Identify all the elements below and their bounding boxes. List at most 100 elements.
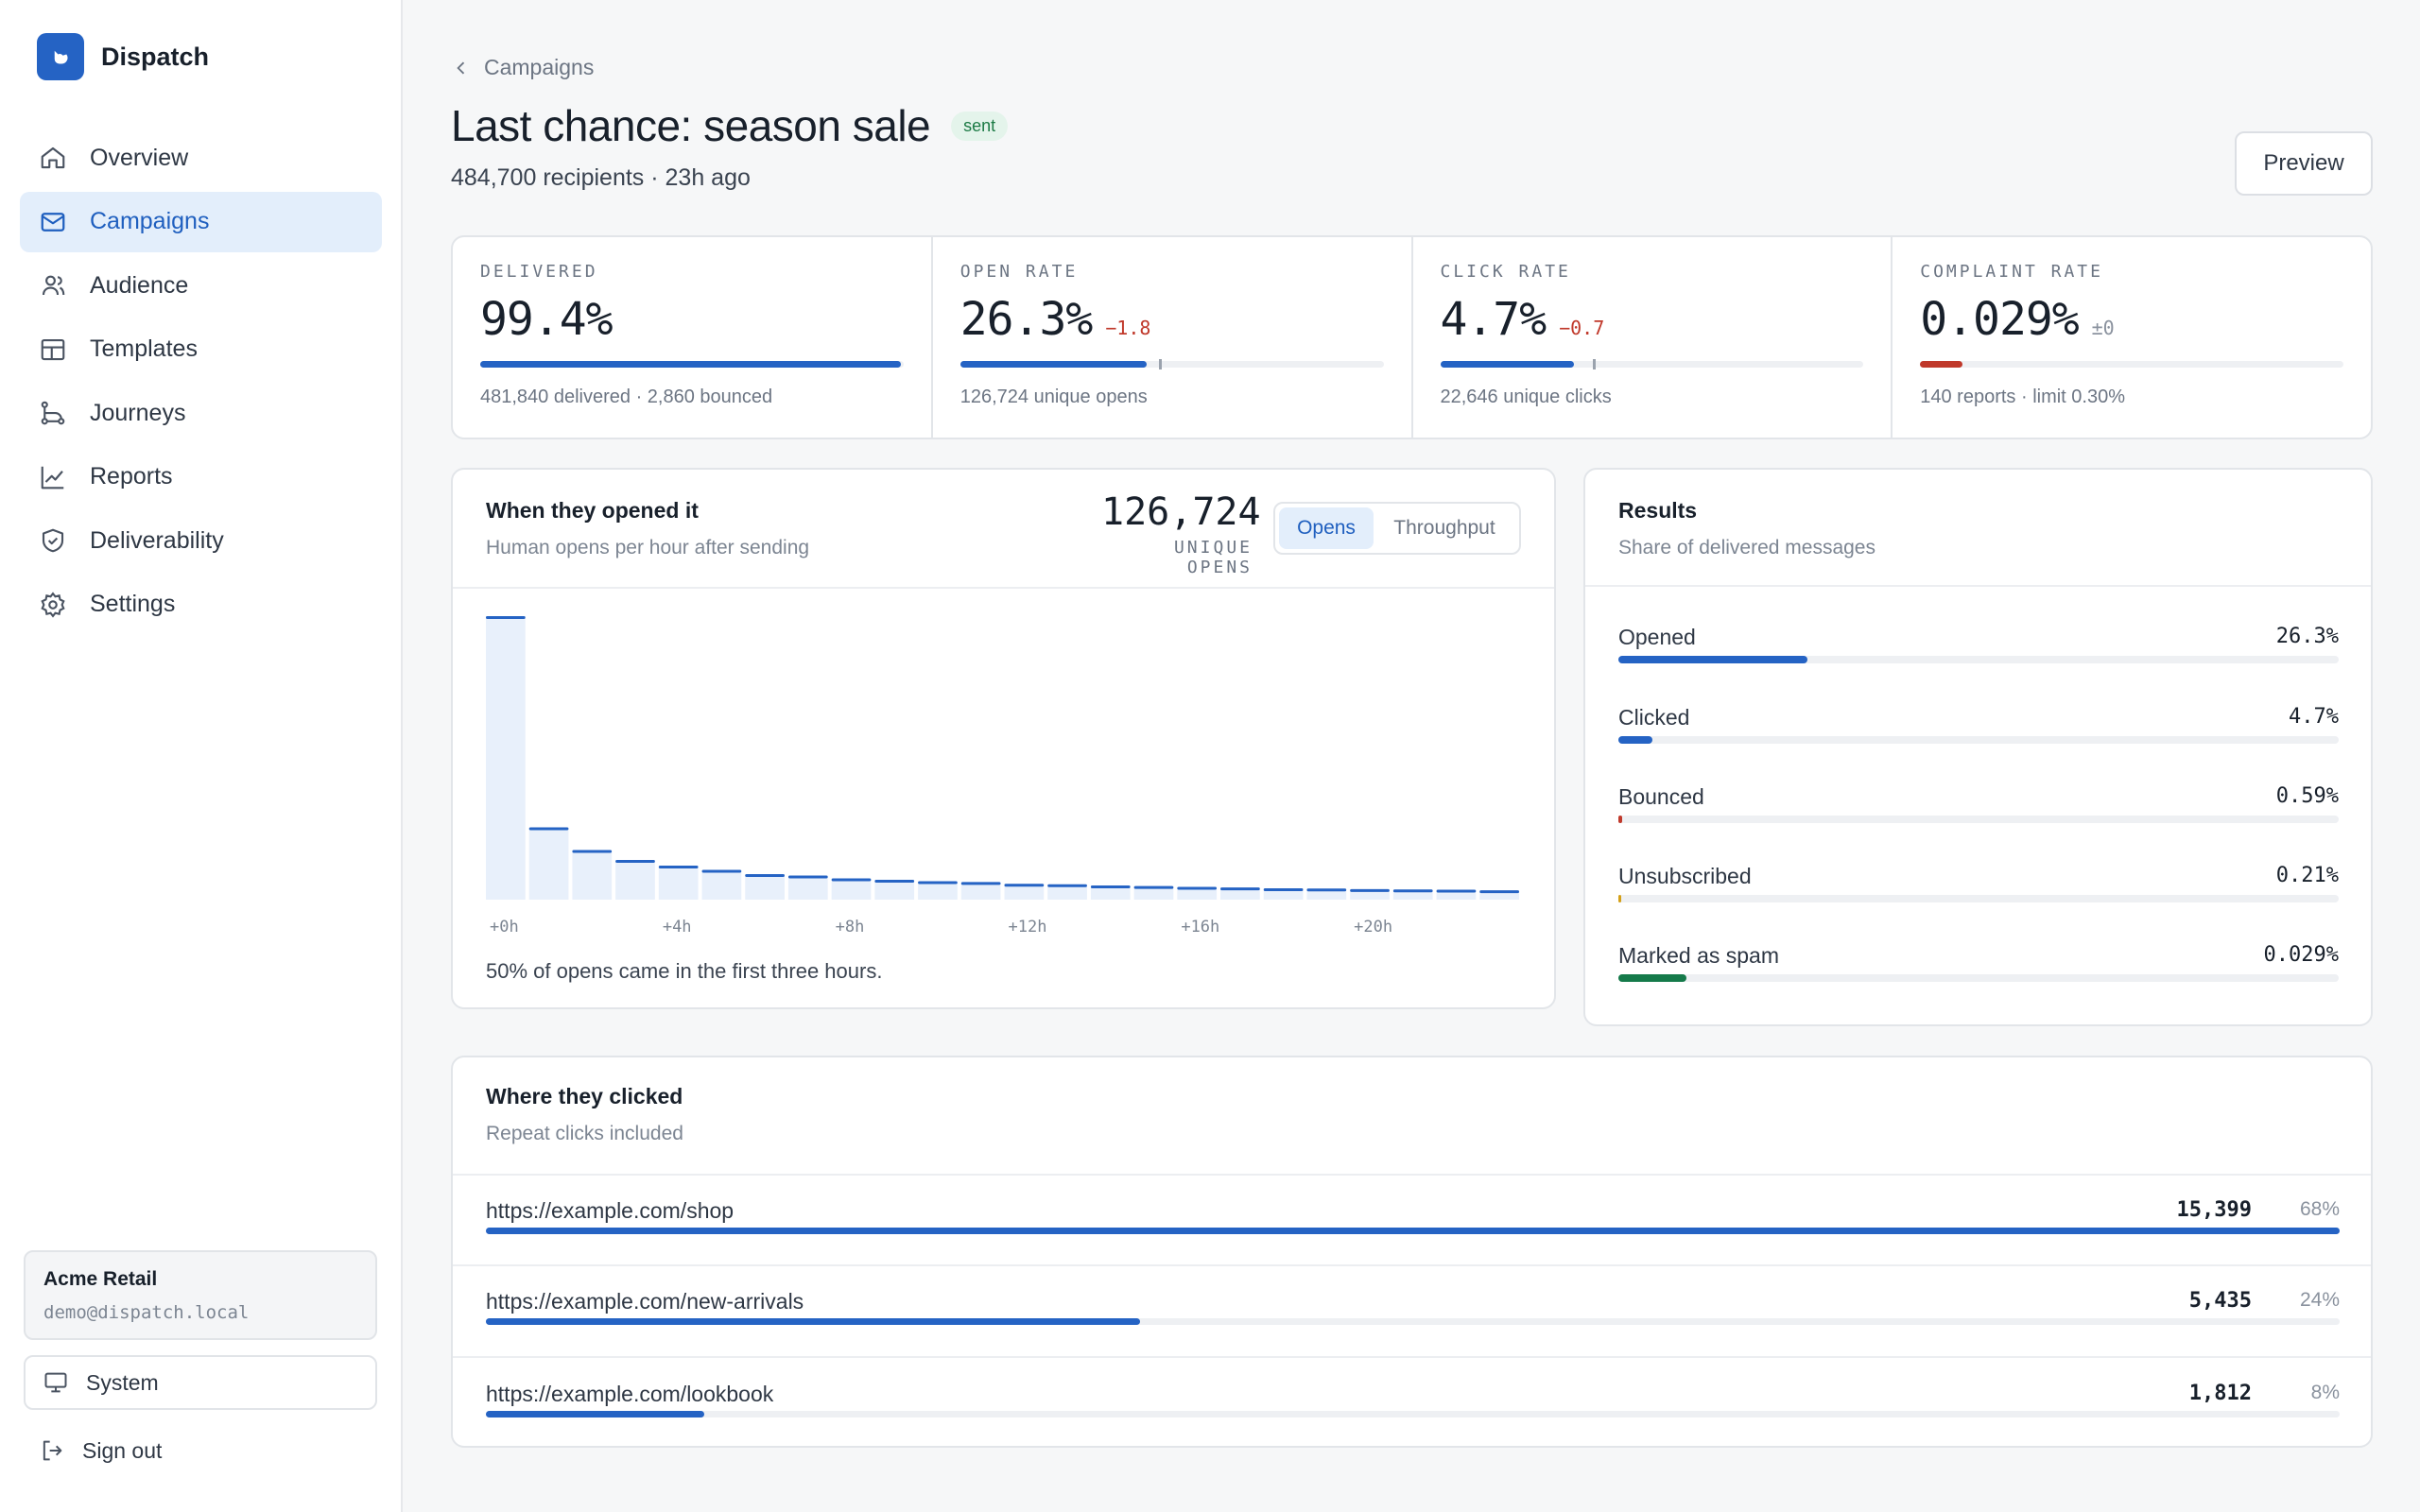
stat-progress-fill <box>1920 361 1963 368</box>
sidebar-item-deliverability[interactable]: Deliverability <box>20 510 382 571</box>
chart-bar-cap <box>1090 885 1131 888</box>
chart-bar-cap <box>486 616 526 619</box>
sidebar-item-reports[interactable]: Reports <box>20 447 382 507</box>
chart-bar <box>874 880 915 900</box>
chart-bar-cap <box>701 869 742 873</box>
chart-tick-label: +0h <box>490 918 519 936</box>
sidebar-item-journeys[interactable]: Journeys <box>20 383 382 443</box>
chart-bar-cap <box>1392 889 1433 893</box>
stat-progress-bar <box>959 359 1384 369</box>
stat-value: 4.7% <box>1440 293 1547 346</box>
divider <box>453 1356 2371 1358</box>
stat-footnote: 126,724 unique opens <box>959 387 1148 407</box>
card-header: Where they clicked Repeat clicks include… <box>486 1084 683 1145</box>
result-bar-fill <box>1618 974 1687 982</box>
link-row[interactable]: https://example.com/new-arrivals 5,435 2… <box>486 1289 2340 1325</box>
stat-label: COMPLAINT RATE <box>1920 262 2103 282</box>
chart-bar-cap <box>1436 889 1477 893</box>
toggle-opens[interactable]: Opens <box>1279 507 1374 549</box>
result-bar-fill <box>1618 736 1652 744</box>
unique-opens-label: UNIQUE OPENS <box>1173 538 1253 577</box>
card-header: Results Share of delivered messages <box>1618 498 1876 559</box>
unique-opens-value: 126,724 <box>1101 490 1261 534</box>
chart-bar <box>486 616 526 900</box>
chart-bar-cap <box>960 882 1001 885</box>
card-subtitle: Repeat clicks included <box>486 1123 683 1144</box>
page-subtitle: 484,700 recipients · 23h ago <box>451 164 751 191</box>
chart-bar-cap <box>658 866 699 868</box>
stat-progress-bar <box>1920 361 2343 368</box>
sidebar-item-audience[interactable]: Audience <box>20 255 382 316</box>
chart-bar <box>615 860 655 900</box>
opens-chart-card: When they opened it Human opens per hour… <box>451 468 1556 1009</box>
status-badge: sent <box>951 111 1009 141</box>
page-title: Last chance: season sale <box>451 101 931 150</box>
stat-label: DELIVERED <box>480 262 598 282</box>
stat-value-row: 4.7% −0.7 <box>1441 293 1864 346</box>
stat-value: 26.3% <box>959 293 1093 346</box>
link-row[interactable]: https://example.com/lookbook 1,812 8% <box>486 1382 2340 1418</box>
sidebar-item-label: Deliverability <box>90 526 224 554</box>
link-percent: 68% <box>2299 1198 2340 1220</box>
chart-bar <box>1436 889 1477 900</box>
link-bar <box>486 1228 2340 1234</box>
sidebar-item-overview[interactable]: Overview <box>20 128 382 188</box>
stat-value-row: 99.4% <box>480 293 904 346</box>
link-url: https://example.com/new-arrivals <box>486 1289 804 1314</box>
stat-footnote: 22,646 unique clicks <box>1440 387 1612 407</box>
benchmark-marker <box>1592 359 1596 369</box>
stat-progress-fill <box>480 361 902 368</box>
gear-icon <box>39 591 67 619</box>
sidebar-item-settings[interactable]: Settings <box>20 575 382 635</box>
stat-click-rate: CLICK RATE 4.7% −0.7 22,646 unique click… <box>1413 237 1893 438</box>
chart-note: 50% of opens came in the first three hou… <box>486 959 883 983</box>
chart-bar <box>831 878 872 900</box>
chart-bar-cap <box>615 860 655 863</box>
breadcrumb[interactable]: Campaigns <box>452 55 594 80</box>
chart-bar <box>960 882 1001 900</box>
result-label: Opened <box>1618 625 1696 649</box>
chart-bar <box>1047 884 1087 900</box>
sidebar-item-label: Audience <box>90 271 189 299</box>
stat-complaint-rate: COMPLAINT RATE 0.029% ±0 140 reports · l… <box>1893 237 2371 438</box>
sidebar-item-templates[interactable]: Templates <box>20 319 382 380</box>
link-url: https://example.com/shop <box>486 1198 735 1223</box>
sidebar-item-label: Templates <box>90 335 198 362</box>
link-url: https://example.com/lookbook <box>486 1382 774 1406</box>
toggle-throughput[interactable]: Throughput <box>1393 517 1495 539</box>
link-bar-fill <box>486 1318 1141 1325</box>
card-title: When they opened it <box>486 498 699 523</box>
account-name: Acme Retail <box>43 1268 158 1290</box>
brand[interactable]: Dispatch <box>37 33 209 80</box>
chart-bar-cap <box>1133 885 1174 889</box>
chart-bar-cap <box>528 827 569 831</box>
sidebar-item-campaigns[interactable]: Campaigns <box>20 191 382 252</box>
clicks-card: Where they clicked Repeat clicks include… <box>451 1056 2373 1448</box>
home-icon <box>39 144 67 172</box>
result-value: 4.7% <box>2289 705 2339 729</box>
theme-button[interactable]: System <box>24 1355 377 1410</box>
result-label: Bounced <box>1618 784 1704 809</box>
chart-tick-label: +16h <box>1181 918 1220 936</box>
divider <box>453 1264 2371 1266</box>
link-bar-fill <box>486 1228 2340 1234</box>
theme-label: System <box>86 1369 159 1395</box>
stat-footnote: 140 reports · limit 0.30% <box>1920 387 2126 407</box>
link-row[interactable]: https://example.com/shop 15,399 68% <box>486 1198 2340 1234</box>
account-card[interactable]: Acme Retail demo@dispatch.local <box>24 1250 377 1340</box>
results-card: Results Share of delivered messages Open… <box>1583 468 2373 1026</box>
result-bar-fill <box>1618 895 1622 902</box>
chart-mode-toggle: Opens Throughput <box>1273 502 1521 555</box>
preview-button[interactable]: Preview <box>2235 131 2373 196</box>
card-subtitle: Human opens per hour after sending <box>486 537 810 558</box>
chart-tick-label: +20h <box>1354 918 1393 936</box>
divider <box>1585 585 2371 587</box>
sign-out-button[interactable]: Sign out <box>24 1422 377 1479</box>
opens-bar-chart <box>486 616 1519 900</box>
stat-progress-fill <box>1440 361 1574 368</box>
chart-bar <box>745 874 785 900</box>
stat-label: OPEN RATE <box>959 262 1079 282</box>
chart-bar-cap <box>918 881 958 885</box>
stat-progress-bar <box>480 361 904 368</box>
sidebar-item-label: Journeys <box>90 399 186 426</box>
